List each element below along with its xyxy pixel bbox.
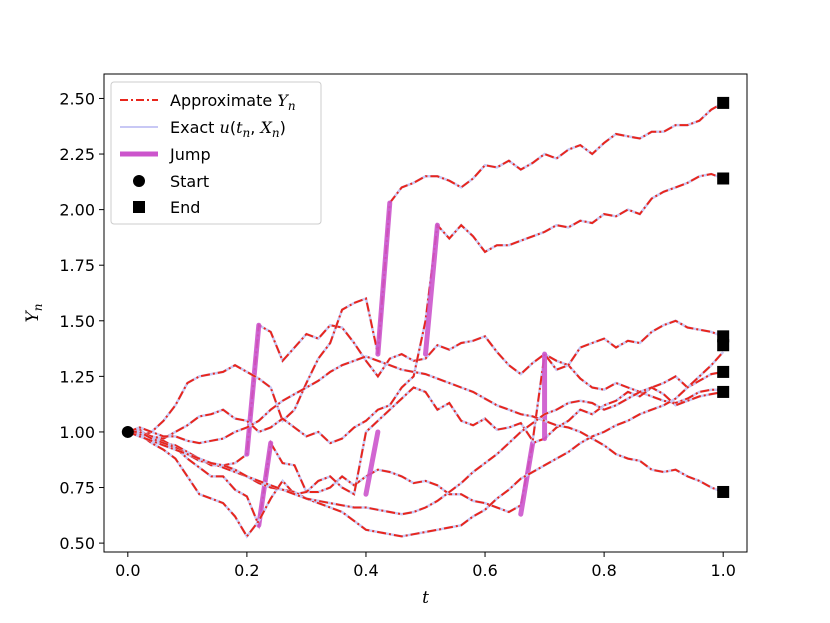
y-tick-label-8: 2.50	[59, 89, 95, 108]
x-tick-label-5: 1.0	[710, 561, 735, 580]
end-marker-2	[717, 172, 730, 185]
jump-segment-3-1	[375, 200, 393, 357]
legend-exact-text: Exact	[170, 118, 220, 137]
legend-jump-label: Jump	[169, 145, 211, 164]
legend-approx-text: Approximate	[170, 91, 277, 110]
x-tick-label-4: 0.8	[591, 561, 616, 580]
x-tick-label-3: 0.6	[472, 561, 497, 580]
jump-segment-5-1	[363, 429, 381, 497]
legend-exact-t: t	[236, 118, 243, 137]
x-tick-label-1: 0.2	[234, 561, 259, 580]
x-tick-label-0: 0.0	[115, 561, 140, 580]
x-tick-label-2: 0.4	[353, 561, 378, 580]
y-axis-label-sub: n	[31, 304, 45, 312]
x-axis-ticks: 0.0 0.2 0.4 0.6 0.8 1.0	[115, 552, 736, 580]
legend-exact-label: Exact u(tn, Xn)	[170, 118, 286, 140]
end-marker-5	[717, 365, 730, 378]
legend-end-swatch	[133, 201, 145, 213]
plot-frame	[103, 73, 748, 553]
legend-exact-math: u	[220, 118, 230, 137]
x-axis-label: t	[422, 588, 429, 608]
jump-segment-2-2	[518, 440, 536, 517]
legend-exact-tn: n	[243, 126, 251, 140]
y-tick-label-2: 1.00	[59, 423, 95, 442]
legend-exact-xn: n	[272, 126, 280, 140]
legend-end-label: End	[170, 198, 200, 217]
series-layer	[127, 101, 725, 539]
y-tick-label-5: 1.75	[59, 256, 95, 275]
end-marker-7	[717, 485, 730, 498]
approx-path-5	[127, 319, 724, 539]
legend-exact-paren2: )	[280, 118, 286, 137]
legend-start-label: Start	[170, 172, 209, 191]
y-axis-label: Yn	[23, 304, 45, 323]
marker-layer	[121, 96, 730, 498]
legend-approx-label: Approximate Yn	[170, 91, 296, 113]
approx-path-4	[127, 172, 724, 445]
y-axis-ticks: 0.50 0.75 1.00 1.25 1.50 1.75 2.00 2.25 2.50	[59, 89, 104, 553]
approx-path-1	[127, 323, 724, 467]
y-tick-label-0: 0.50	[59, 534, 95, 553]
y-tick-label-4: 1.50	[59, 312, 95, 331]
y-tick-label-3: 1.25	[59, 367, 95, 386]
legend-approx-sub: n	[288, 99, 296, 113]
legend-exact-comma: ,	[250, 118, 260, 137]
y-tick-label-6: 2.00	[59, 201, 95, 220]
legend-start-swatch	[133, 175, 145, 187]
approx-path-2	[127, 370, 724, 530]
approx-path-8	[127, 386, 724, 516]
y-tick-label-1: 0.75	[59, 479, 95, 498]
jump-segment-4-1	[423, 222, 440, 357]
y-axis-label-main: Y	[23, 309, 43, 322]
end-marker-6	[717, 385, 730, 398]
end-marker-4	[717, 339, 730, 352]
legend: Approximate Yn Exact u(tn, Xn) Jump Star…	[110, 81, 322, 225]
legend-exact-x: X	[258, 118, 272, 137]
start-marker	[121, 425, 134, 438]
jump-segment-1-1	[244, 322, 262, 457]
legend-exact-paren1: (	[230, 118, 236, 137]
y-tick-label-7: 2.25	[59, 145, 95, 164]
approx-path-6	[127, 351, 724, 538]
approx-path-7	[127, 355, 724, 493]
end-marker-1	[717, 96, 730, 109]
approx-path-3	[127, 102, 724, 438]
legend-box	[110, 81, 322, 225]
legend-approx-math: Y	[277, 91, 289, 110]
